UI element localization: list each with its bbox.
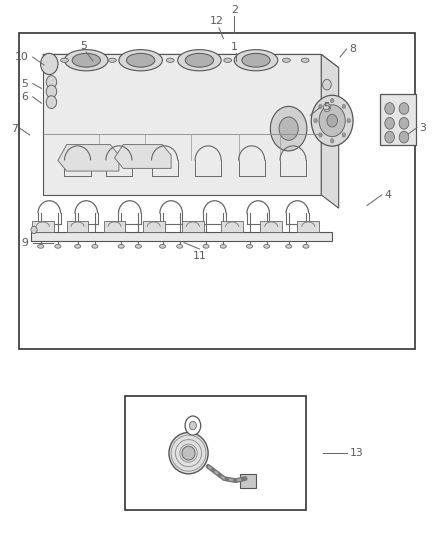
- Circle shape: [319, 133, 322, 137]
- Ellipse shape: [92, 245, 98, 248]
- Text: 12: 12: [210, 17, 224, 26]
- Polygon shape: [67, 221, 88, 232]
- Text: 1: 1: [231, 42, 238, 52]
- Circle shape: [279, 117, 298, 140]
- Ellipse shape: [64, 50, 108, 71]
- Circle shape: [323, 103, 330, 112]
- Polygon shape: [32, 221, 53, 232]
- Circle shape: [342, 133, 346, 137]
- Ellipse shape: [119, 50, 162, 71]
- Polygon shape: [58, 144, 119, 171]
- Text: 5: 5: [323, 102, 330, 112]
- Text: 8: 8: [350, 44, 357, 54]
- Ellipse shape: [159, 245, 166, 248]
- Circle shape: [185, 416, 201, 435]
- Ellipse shape: [135, 245, 141, 248]
- Ellipse shape: [203, 245, 209, 248]
- Text: 13: 13: [350, 448, 363, 458]
- Ellipse shape: [55, 245, 61, 248]
- Circle shape: [31, 226, 37, 233]
- Circle shape: [314, 118, 318, 123]
- Circle shape: [330, 99, 334, 103]
- Text: 7: 7: [11, 124, 18, 134]
- Circle shape: [46, 76, 57, 88]
- Polygon shape: [321, 54, 339, 208]
- Ellipse shape: [247, 245, 253, 248]
- Polygon shape: [115, 144, 171, 168]
- Circle shape: [347, 118, 350, 123]
- Ellipse shape: [169, 432, 208, 474]
- Polygon shape: [104, 221, 125, 232]
- Text: 4: 4: [385, 190, 391, 200]
- Circle shape: [319, 105, 345, 136]
- Polygon shape: [31, 232, 332, 241]
- Text: 5: 5: [80, 41, 87, 51]
- Circle shape: [311, 95, 353, 146]
- Ellipse shape: [166, 58, 174, 62]
- Circle shape: [399, 117, 409, 129]
- Bar: [380, 94, 416, 144]
- Circle shape: [270, 107, 307, 151]
- Circle shape: [46, 96, 57, 109]
- Ellipse shape: [234, 50, 278, 71]
- Polygon shape: [297, 221, 319, 232]
- Ellipse shape: [178, 50, 221, 71]
- Ellipse shape: [182, 446, 195, 460]
- Polygon shape: [182, 221, 204, 232]
- Ellipse shape: [72, 53, 100, 67]
- Bar: [125, 397, 306, 511]
- Circle shape: [319, 104, 322, 109]
- Polygon shape: [43, 54, 321, 195]
- Text: 5: 5: [21, 78, 28, 88]
- Ellipse shape: [242, 53, 270, 67]
- Polygon shape: [221, 221, 243, 232]
- Ellipse shape: [74, 245, 81, 248]
- Ellipse shape: [283, 58, 290, 62]
- Circle shape: [46, 85, 57, 98]
- Circle shape: [41, 53, 58, 75]
- Polygon shape: [260, 221, 282, 232]
- Polygon shape: [143, 221, 165, 232]
- Circle shape: [327, 114, 337, 127]
- Text: 9: 9: [21, 238, 28, 248]
- Circle shape: [330, 139, 334, 143]
- Bar: [19, 33, 415, 349]
- Circle shape: [322, 79, 331, 90]
- Text: 10: 10: [14, 52, 28, 62]
- Polygon shape: [43, 54, 339, 68]
- Text: 11: 11: [193, 251, 206, 261]
- Circle shape: [385, 103, 394, 114]
- Ellipse shape: [286, 245, 292, 248]
- Ellipse shape: [224, 58, 232, 62]
- Ellipse shape: [220, 245, 226, 248]
- Ellipse shape: [185, 53, 214, 67]
- Ellipse shape: [109, 58, 116, 62]
- Circle shape: [385, 131, 394, 143]
- Text: 2: 2: [231, 5, 238, 14]
- Ellipse shape: [301, 58, 309, 62]
- Circle shape: [189, 421, 196, 430]
- Ellipse shape: [264, 245, 270, 248]
- Ellipse shape: [60, 58, 68, 62]
- Ellipse shape: [177, 245, 183, 248]
- Text: 6: 6: [21, 92, 28, 102]
- Ellipse shape: [118, 245, 124, 248]
- Circle shape: [385, 117, 394, 129]
- Text: 3: 3: [419, 123, 426, 133]
- Ellipse shape: [38, 245, 44, 248]
- Ellipse shape: [127, 53, 155, 67]
- Bar: [240, 474, 256, 488]
- Circle shape: [399, 131, 409, 143]
- Circle shape: [342, 104, 346, 109]
- Circle shape: [399, 103, 409, 114]
- Ellipse shape: [303, 245, 309, 248]
